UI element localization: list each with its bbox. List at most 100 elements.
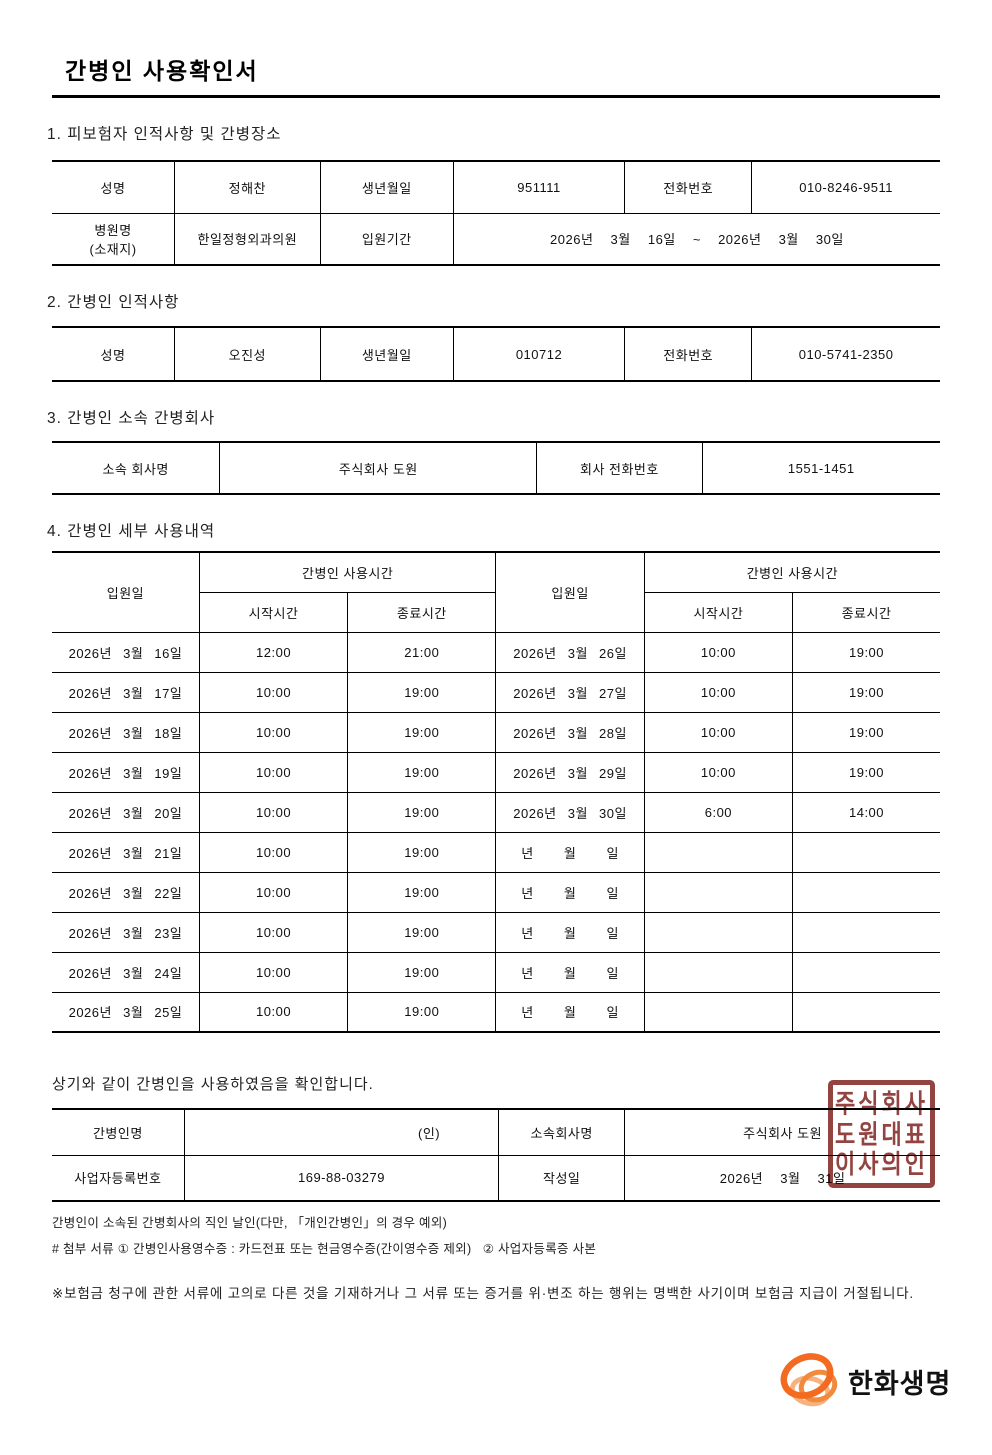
table-row: 사업자등록번호 169-88-03279 작성일 2026년 3월 31일	[52, 1154, 940, 1202]
table-row: 병원명 (소재지) 한일정형외과의원 입원기간 2026년 3월 16일 ~ 2…	[52, 212, 940, 266]
usage-start-empty	[643, 951, 794, 993]
usage-date: 2026년 3월 25일	[52, 991, 200, 1033]
usage-row: 2026년 3월 25일 10:00 19:00 년 월 일	[52, 991, 940, 1033]
usage-date-empty: 년 월 일	[495, 951, 645, 993]
usage-col-usage-left: 간병인 사용시간	[198, 551, 497, 593]
usage-start: 10:00	[198, 831, 349, 873]
patient-birth-label: 생년월일	[319, 160, 454, 214]
usage-start-empty	[643, 871, 794, 913]
usage-row: 2026년 3월 20일 10:00 19:00 2026년 3월 30일 6:…	[52, 791, 940, 833]
usage-end: 19:00	[792, 631, 940, 673]
usage-start: 10:00	[198, 791, 349, 833]
usage-start: 10:00	[643, 631, 794, 673]
usage-start: 6:00	[643, 791, 794, 833]
table-row: 소속 회사명 주식회사 도원 회사 전화번호 1551-1451	[52, 441, 940, 495]
company-phone-value: 1551-1451	[701, 441, 940, 495]
usage-start: 10:00	[198, 671, 349, 713]
confirm-caregiver-label: 간병인명	[52, 1108, 185, 1156]
usage-col-date-left: 입원일	[52, 551, 200, 633]
admission-period-label: 입원기간	[319, 212, 454, 266]
usage-start-empty	[643, 911, 794, 953]
note-attachments: # 첨부 서류 ① 간병인사용영수증 : 카드전표 또는 현금영수증(간이영수증…	[52, 1242, 597, 1256]
usage-end-empty	[792, 831, 940, 873]
company-seal-stamp: 주식회사 도원대표 이사의인	[828, 1080, 935, 1188]
usage-col-end-left: 종료시간	[347, 591, 497, 633]
usage-start: 10:00	[198, 711, 349, 753]
usage-end: 19:00	[347, 911, 497, 953]
usage-end-empty	[792, 951, 940, 993]
usage-end: 19:00	[347, 831, 497, 873]
caregiver-phone-label: 전화번호	[624, 326, 753, 382]
usage-date: 2026년 3월 28일	[495, 711, 645, 753]
company-name-label: 소속 회사명	[52, 441, 221, 495]
patient-info-table: 성명 정해찬 생년월일 951111 전화번호 010-8246-9511 병원…	[52, 160, 940, 266]
caregiver-info-table: 성명 오진성 생년월일 010712 전화번호 010-5741-2350	[52, 326, 940, 382]
usage-col-start-left: 시작시간	[199, 591, 349, 633]
usage-start-empty	[643, 991, 794, 1033]
section4-heading: 4. 간병인 세부 사용내역	[47, 523, 216, 540]
table-header-row: 입원일 간병인 사용시간 입원일 간병인 사용시간	[52, 551, 940, 633]
usage-date: 2026년 3월 16일	[52, 631, 200, 673]
usage-start: 12:00	[198, 631, 349, 673]
confirmation-table: 간병인명 (인) 소속회사명 주식회사 도원 사업자등록번호 169-88-03…	[52, 1108, 940, 1202]
logo-wordmark: 한화생명	[848, 1368, 952, 1399]
usage-end: 19:00	[347, 711, 497, 753]
usage-date: 2026년 3월 22일	[52, 871, 200, 913]
usage-row: 2026년 3월 24일 10:00 19:00 년 월 일	[52, 951, 940, 993]
section1-heading: 1. 피보험자 인적사항 및 간병장소	[47, 126, 282, 143]
usage-date: 2026년 3월 19일	[52, 751, 200, 793]
note-seal-requirement: 간병인이 소속된 간병회사의 직인 날인(다만, 「개인간병인」의 경우 예외)	[52, 1216, 448, 1230]
usage-end: 19:00	[792, 711, 940, 753]
patient-phone-value: 010-8246-9511	[751, 160, 940, 214]
confirm-date-value: 2026년 3월 31일	[624, 1154, 940, 1202]
confirmation-statement: 상기와 같이 간병인을 사용하였음을 확인합니다.	[52, 1076, 374, 1093]
section3-heading: 3. 간병인 소속 간병회사	[47, 410, 216, 427]
confirm-bizno-value: 169-88-03279	[183, 1154, 500, 1202]
usage-row: 2026년 3월 23일 10:00 19:00 년 월 일	[52, 911, 940, 953]
usage-end: 19:00	[792, 751, 940, 793]
usage-end: 19:00	[347, 751, 497, 793]
hanwha-tricircle-icon	[780, 1353, 838, 1407]
usage-col-usage-right: 간병인 사용시간	[643, 551, 940, 593]
admission-period-value: 2026년 3월 16일 ~ 2026년 3월 30일	[452, 212, 940, 266]
usage-row: 2026년 3월 18일 10:00 19:00 2026년 3월 28일 10…	[52, 711, 940, 753]
table-row: 성명 정해찬 생년월일 951111 전화번호 010-8246-9511	[52, 160, 940, 214]
usage-end: 19:00	[347, 791, 497, 833]
patient-name-value: 정해찬	[174, 160, 321, 214]
patient-birth-value: 951111	[452, 160, 626, 214]
usage-start: 10:00	[198, 871, 349, 913]
caregiver-name-value: 오진성	[174, 326, 321, 382]
usage-start: 10:00	[198, 951, 349, 993]
document-page: 간병인 사용확인서 1. 피보험자 인적사항 및 간병장소 성명 정해찬 생년월…	[0, 52, 992, 1455]
usage-end: 19:00	[347, 991, 497, 1033]
company-name-value: 주식회사 도원	[219, 441, 538, 495]
company-info-table: 소속 회사명 주식회사 도원 회사 전화번호 1551-1451	[52, 441, 940, 495]
usage-end-empty	[792, 911, 940, 953]
usage-end: 19:00	[792, 671, 940, 713]
usage-end: 14:00	[792, 791, 940, 833]
fraud-warning: ※보험금 청구에 관한 서류에 고의로 다른 것을 기재하거나 그 서류 또는 …	[52, 1286, 914, 1301]
table-row: 간병인명 (인) 소속회사명 주식회사 도원	[52, 1108, 940, 1156]
usage-start: 10:00	[643, 751, 794, 793]
usage-row: 2026년 3월 19일 10:00 19:00 2026년 3월 29일 10…	[52, 751, 940, 793]
usage-col-date-right: 입원일	[495, 551, 645, 633]
page-title: 간병인 사용확인서	[65, 58, 259, 84]
usage-detail-table: 입원일 간병인 사용시간 입원일 간병인 사용시간 시작시간 종료시간 시작시간…	[52, 551, 940, 1033]
usage-date: 2026년 3월 30일	[495, 791, 645, 833]
confirm-company-value: 주식회사 도원	[624, 1108, 940, 1156]
usage-date: 2026년 3월 17일	[52, 671, 200, 713]
usage-end: 19:00	[347, 871, 497, 913]
usage-end-empty	[792, 871, 940, 913]
usage-date: 2026년 3월 27일	[495, 671, 645, 713]
usage-col-start-right: 시작시간	[643, 591, 794, 633]
section2-heading: 2. 간병인 인적사항	[47, 294, 180, 311]
usage-date: 2026년 3월 18일	[52, 711, 200, 753]
confirm-company-label: 소속회사명	[498, 1108, 626, 1156]
usage-row: 2026년 3월 17일 10:00 19:00 2026년 3월 27일 10…	[52, 671, 940, 713]
company-seal-text: 주식회사 도원대표 이사의인	[835, 1088, 928, 1179]
usage-start: 10:00	[198, 911, 349, 953]
usage-end-empty	[792, 991, 940, 1033]
usage-start: 10:00	[198, 991, 349, 1033]
usage-date: 2026년 3월 23일	[52, 911, 200, 953]
usage-row: 2026년 3월 22일 10:00 19:00 년 월 일	[52, 871, 940, 913]
